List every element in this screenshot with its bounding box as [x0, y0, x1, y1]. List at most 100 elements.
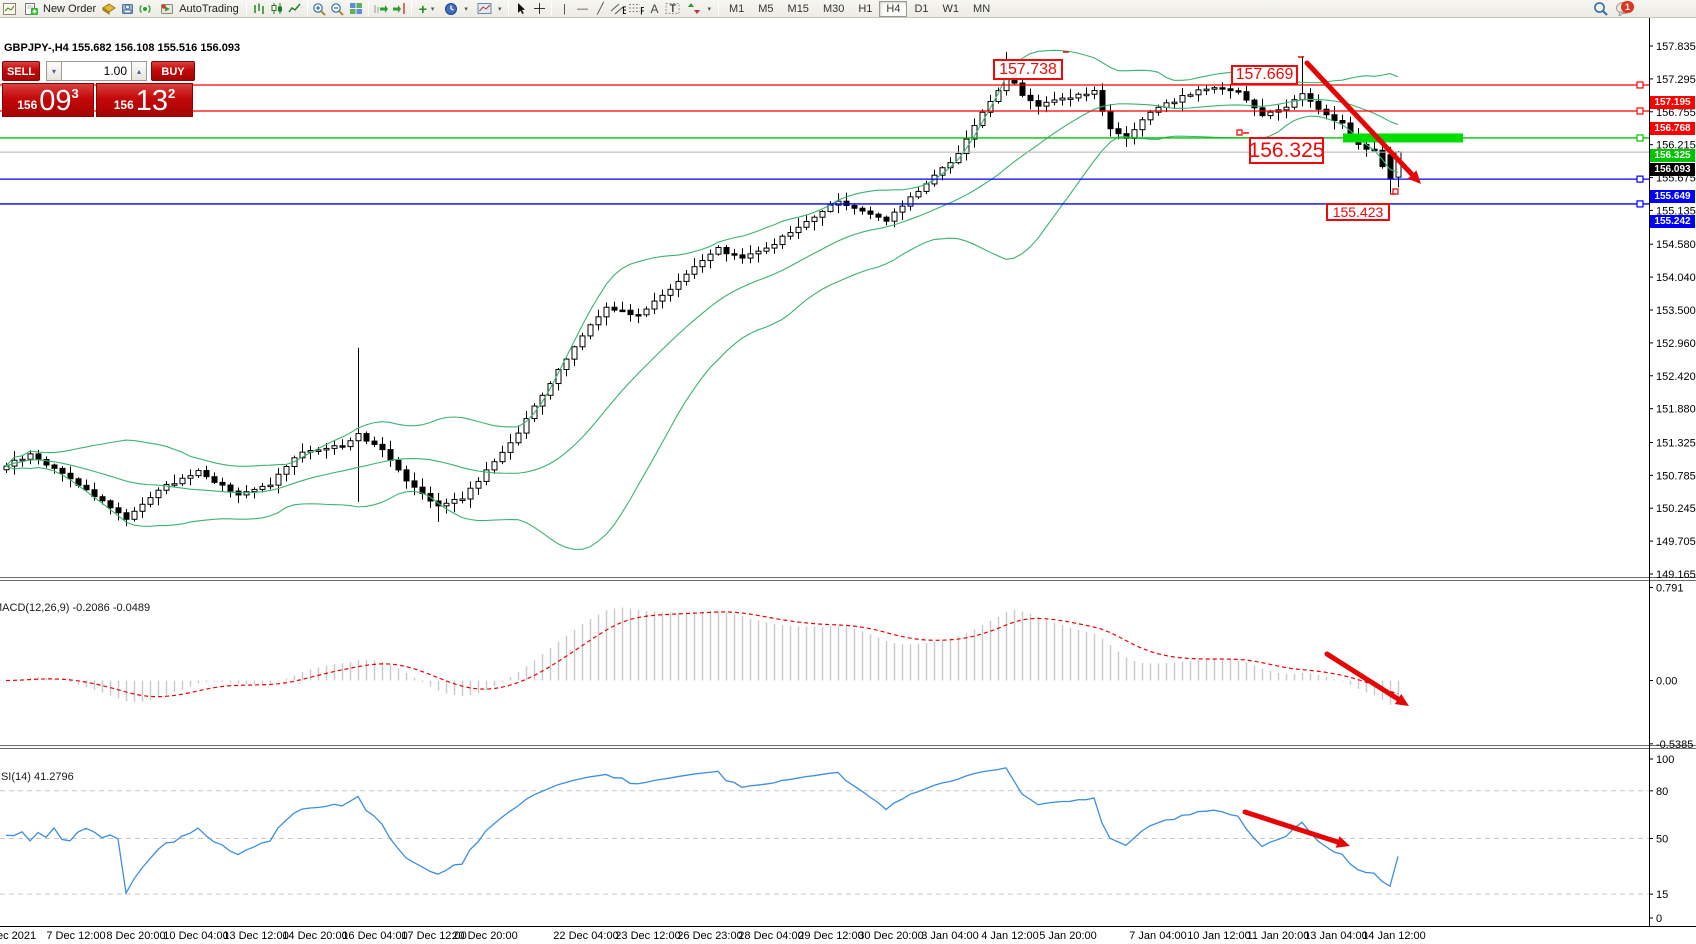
auto-scroll-icon[interactable]: [372, 1, 390, 17]
svg-text:0.00: 0.00: [1656, 676, 1677, 688]
buy-price-prefix: 156: [113, 98, 134, 112]
sell-price-prefix: 156: [17, 98, 38, 112]
volume-decrease-button[interactable]: ▾: [46, 61, 62, 81]
svg-text:152.960: 152.960: [1656, 338, 1696, 350]
time-axis-label: 28 Dec 04:00: [738, 930, 804, 942]
trendline-icon[interactable]: ╱: [597, 3, 604, 15]
svg-text:100: 100: [1656, 754, 1674, 766]
search-icon[interactable]: [1592, 1, 1610, 17]
time-axis-label: 5 Jan 20:00: [1039, 930, 1097, 942]
time-axis-label: 13 Dec 12:00: [223, 930, 289, 942]
arrows-icon: [685, 1, 703, 17]
candlestick-mode-icon[interactable]: [268, 1, 286, 17]
svg-text:15: 15: [1656, 889, 1668, 901]
signals-icon[interactable]: [136, 1, 154, 17]
vertical-line-icon[interactable]: |: [563, 2, 566, 15]
svg-text:150.785: 150.785: [1656, 470, 1696, 482]
timeframe-button-D1[interactable]: D1: [914, 2, 929, 15]
zoom-in-icon[interactable]: [311, 1, 329, 17]
level-price-chip: 156.768: [1650, 121, 1695, 135]
bar-chart-mode-icon[interactable]: [250, 1, 268, 17]
market-watch-icon[interactable]: [118, 1, 136, 17]
time-axis-label: 23 Dec 12:00: [615, 930, 681, 942]
templates-button[interactable]: ▾: [472, 1, 506, 17]
chevron-down-icon: ▾: [497, 5, 502, 13]
toolbar-separator: [508, 1, 510, 16]
chat-icon[interactable]: 1: [1610, 0, 1640, 17]
toolbar-separator: [551, 1, 553, 16]
equidistant-channel-icon[interactable]: E: [609, 1, 627, 17]
svg-text:50: 50: [1656, 834, 1668, 846]
volume-increase-button[interactable]: ▴: [131, 61, 147, 81]
timeframe-switcher: M1 M5 M15 M30 H1 H4 D1 W1 MN: [722, 0, 997, 18]
time-axis-label: 6 Dec 2021: [0, 930, 37, 942]
buy-price-sup: 2: [168, 86, 176, 101]
svg-text:0: 0: [1656, 913, 1662, 925]
price-annotation[interactable]: 157.738: [993, 59, 1063, 80]
volume-input[interactable]: 1.00: [62, 61, 131, 81]
text-label-icon[interactable]: T: [663, 1, 681, 17]
fibonacci-icon[interactable]: F: [627, 1, 645, 17]
svg-text:E: E: [622, 5, 626, 15]
timeframe-button-W1[interactable]: W1: [942, 2, 960, 15]
time-axis-label: 8 Dec 20:00: [106, 930, 166, 942]
timeframe-button-M30[interactable]: M30: [822, 2, 845, 15]
chart-shift-icon[interactable]: [390, 1, 408, 17]
text-icon[interactable]: A: [650, 1, 659, 16]
price-annotation[interactable]: 157.669: [1231, 65, 1298, 85]
indicators-button[interactable]: + ▾: [415, 1, 439, 17]
sell-price-big: 09: [39, 85, 72, 117]
autotrading-icon: [158, 1, 176, 17]
arrows-button[interactable]: ▾: [681, 1, 715, 17]
timeframe-button-H4[interactable]: H4: [879, 0, 908, 17]
timeframe-button-M15[interactable]: M15: [787, 2, 809, 15]
svg-text:F: F: [640, 6, 644, 16]
toolbar-separator: [410, 1, 412, 16]
timeframe-button-MN[interactable]: MN: [973, 2, 991, 15]
expert-advisors-icon[interactable]: [100, 1, 118, 17]
timeframe-button-H1[interactable]: H1: [858, 2, 873, 15]
time-axis-label: 7 Dec 12:00: [46, 930, 106, 942]
rsi-label: RSI(14) 41.2796: [0, 771, 74, 783]
level-price-chip: 156.325: [1650, 148, 1695, 162]
buy-price[interactable]: 156 13 2: [96, 83, 193, 117]
price-annotation[interactable]: 155.423: [1326, 203, 1390, 221]
new-order-button[interactable]: New Order: [18, 1, 100, 17]
svg-text:157.295: 157.295: [1656, 74, 1696, 86]
time-axis-label: 10 Dec 04:00: [163, 930, 229, 942]
svg-text:151.325: 151.325: [1656, 437, 1696, 449]
new-order-label: New Order: [43, 2, 97, 15]
time-axis-label: 10 Jan 12:00: [1187, 930, 1251, 942]
buy-price-big: 13: [135, 85, 169, 117]
sell-price[interactable]: 156 09 3: [2, 83, 94, 117]
line-chart-mode-icon[interactable]: [286, 1, 304, 17]
autotrading-label: AutoTrading: [179, 2, 239, 15]
toolbar-separator: [245, 1, 247, 16]
chevron-down-icon: ▾: [464, 5, 468, 13]
symbol-info: GBPJPY-,H4 155.682 156.108 155.516 156.0…: [4, 42, 241, 54]
sell-button[interactable]: SELL: [2, 61, 40, 81]
tile-windows-icon[interactable]: [347, 1, 365, 17]
zoom-out-icon[interactable]: [329, 1, 347, 17]
time-axis-label: 17 Dec 12:00: [401, 930, 467, 942]
crosshair-icon[interactable]: [530, 1, 548, 17]
toolbar-separator: [367, 1, 369, 16]
buy-button[interactable]: BUY: [151, 61, 195, 81]
svg-text:149.705: 149.705: [1656, 536, 1696, 548]
svg-text:156.215: 156.215: [1656, 140, 1696, 152]
chart-canvas[interactable]: 157.835157.295156.755156.215155.675155.1…: [0, 18, 1696, 926]
price-annotation[interactable]: 156.325: [1249, 137, 1324, 164]
horizontal-line-icon[interactable]: —: [576, 2, 588, 15]
time-axis-label: 22 Dec 04:00: [553, 930, 619, 942]
cursor-icon[interactable]: [512, 1, 530, 17]
timeframe-button-M5[interactable]: M5: [758, 2, 774, 15]
timeframe-button-M1[interactable]: M1: [728, 2, 745, 15]
periods-button[interactable]: ▾: [438, 1, 472, 17]
time-axis-label: 7 Jan 04:00: [1129, 930, 1187, 942]
chart-window-icon[interactable]: [0, 1, 18, 17]
chart-area[interactable]: 157.835 157.295 156.755 156.215 155.675 155.1…: [0, 18, 1696, 926]
svg-text:80: 80: [1656, 786, 1668, 798]
autotrading-button[interactable]: AutoTrading: [154, 1, 243, 17]
time-axis-label: 30 Dec 20:00: [858, 930, 924, 942]
